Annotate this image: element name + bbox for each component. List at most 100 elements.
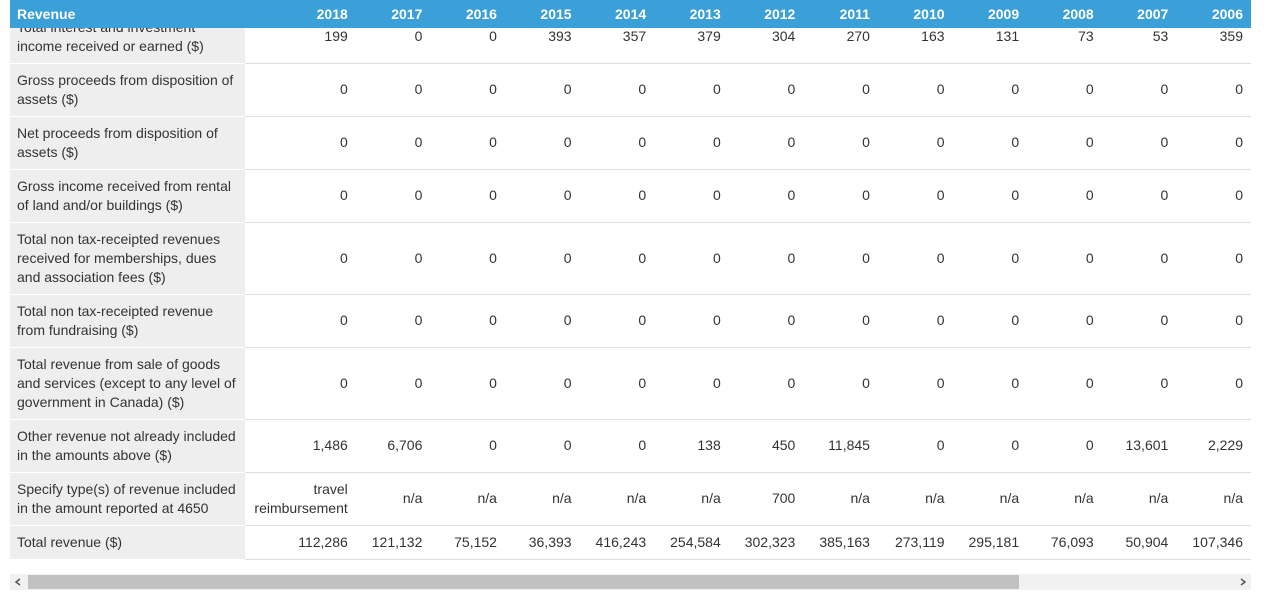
year-header: 2016 <box>430 0 505 28</box>
cell-value: 75,152 <box>430 525 505 560</box>
cell-value: n/a <box>952 472 1028 526</box>
cell-value: 0 <box>1176 116 1251 170</box>
year-header: 2013 <box>654 0 729 28</box>
cell-value: 0 <box>430 116 505 170</box>
cell-value: 0 <box>877 347 953 420</box>
table-viewport: Revenue 2018 2017 2016 2015 2014 2013 2012 2011 2… <box>10 0 1251 560</box>
cell-value: 273,119 <box>877 525 953 560</box>
cell-value: 0 <box>952 116 1028 170</box>
cell-value: 0 <box>355 63 431 117</box>
cell-value: 0 <box>877 116 953 170</box>
cell-value: 0 <box>244 116 356 170</box>
cell-value: 107,346 <box>1176 525 1251 560</box>
scroll-left-arrow[interactable] <box>10 574 26 590</box>
cell-value: 0 <box>1176 63 1251 117</box>
cell-value: 0 <box>803 294 878 348</box>
year-header: 2017 <box>355 0 431 28</box>
table-row: Total non tax-receipted revenues receive… <box>10 222 1251 295</box>
cell-value: 11,845 <box>803 419 878 473</box>
table-row: Net proceeds from disposition of assets … <box>10 116 1251 170</box>
cell-value: 1,486 <box>244 419 356 473</box>
column-header: Revenue <box>10 0 245 28</box>
cell-value: 0 <box>430 63 505 117</box>
cell-value: 0 <box>504 347 580 420</box>
cell-value: 0 <box>430 419 505 473</box>
cell-value: 0 <box>728 347 804 420</box>
cell-value: 0 <box>728 116 804 170</box>
cell-value: 0 <box>728 222 804 295</box>
cell-value: 112,286 <box>244 525 356 560</box>
cell-value: 2,229 <box>1176 419 1251 473</box>
cell-value: 0 <box>952 222 1028 295</box>
cell-value: 0 <box>803 347 878 420</box>
cell-value: 0 <box>803 169 878 223</box>
scroll-thumb[interactable] <box>28 575 1019 589</box>
cell-value: 416,243 <box>579 525 655 560</box>
cell-value: travel reimbursement <box>244 472 356 526</box>
cell-value: 0 <box>1176 294 1251 348</box>
cell-value: 50,904 <box>1101 525 1177 560</box>
cell-value: 0 <box>1027 347 1102 420</box>
table-row: Total revenue ($) 112,286 121,132 75,152 36,… <box>10 525 1251 560</box>
year-header: 2015 <box>504 0 580 28</box>
cell-value: 0 <box>952 294 1028 348</box>
cell-value: 0 <box>654 169 729 223</box>
cell-value: 0 <box>244 347 356 420</box>
scroll-right-arrow[interactable] <box>1235 574 1251 590</box>
cell-value: 0 <box>355 116 431 170</box>
cell-value: 0 <box>430 222 505 295</box>
year-header: 2018 <box>244 0 356 28</box>
row-label: Total revenue from sale of goods and ser… <box>10 347 245 420</box>
cell-value: 0 <box>1101 294 1177 348</box>
cell-value: n/a <box>579 472 655 526</box>
cell-value: 302,323 <box>728 525 804 560</box>
cell-value: 0 <box>952 419 1028 473</box>
cell-value: n/a <box>355 472 431 526</box>
cell-value: 0 <box>430 169 505 223</box>
cell-value: 0 <box>579 347 655 420</box>
year-header: 2007 <box>1101 0 1177 28</box>
cell-value: n/a <box>877 472 953 526</box>
cell-value: 0 <box>1027 116 1102 170</box>
cell-value: n/a <box>1176 472 1251 526</box>
year-header: 2006 <box>1176 0 1251 28</box>
cell-value: 0 <box>579 116 655 170</box>
cell-value: 295,181 <box>952 525 1028 560</box>
table-row: Gross proceeds from disposition of asset… <box>10 63 1251 117</box>
cell-value: n/a <box>1027 472 1102 526</box>
row-label: Gross income received from rental of lan… <box>10 169 245 223</box>
row-label: Net proceeds from disposition of assets … <box>10 116 245 170</box>
cell-value: 0 <box>1176 347 1251 420</box>
cell-value: 0 <box>952 169 1028 223</box>
table-row: Gross income received from rental of lan… <box>10 169 1251 223</box>
row-label: Specify type(s) of revenue included in t… <box>10 472 245 526</box>
cell-value: 0 <box>1027 419 1102 473</box>
cell-value: 13,601 <box>1101 419 1177 473</box>
cell-value: 0 <box>579 222 655 295</box>
cell-value: 0 <box>1101 347 1177 420</box>
cell-value: 0 <box>877 294 953 348</box>
horizontal-scrollbar[interactable] <box>10 574 1251 590</box>
cell-value: 0 <box>244 169 356 223</box>
table-row: Other revenue not already included in th… <box>10 419 1251 473</box>
cell-value: 0 <box>1101 63 1177 117</box>
cell-value: 0 <box>244 63 356 117</box>
cell-value: 0 <box>1027 169 1102 223</box>
cell-value: 0 <box>803 222 878 295</box>
cell-value: 0 <box>579 169 655 223</box>
cell-value: 700 <box>728 472 804 526</box>
cell-value: n/a <box>803 472 878 526</box>
cell-value: 0 <box>355 222 431 295</box>
cell-value: 0 <box>877 63 953 117</box>
cell-value: 0 <box>803 63 878 117</box>
cell-value: 0 <box>504 116 580 170</box>
cell-value: 0 <box>877 419 953 473</box>
cell-value: 0 <box>728 294 804 348</box>
row-label: Total non tax-receipted revenues receive… <box>10 222 245 295</box>
row-label: Total revenue ($) <box>10 525 245 560</box>
cell-value: 0 <box>355 347 431 420</box>
cell-value: 0 <box>244 222 356 295</box>
cell-value: 36,393 <box>504 525 580 560</box>
cell-value: 0 <box>504 222 580 295</box>
